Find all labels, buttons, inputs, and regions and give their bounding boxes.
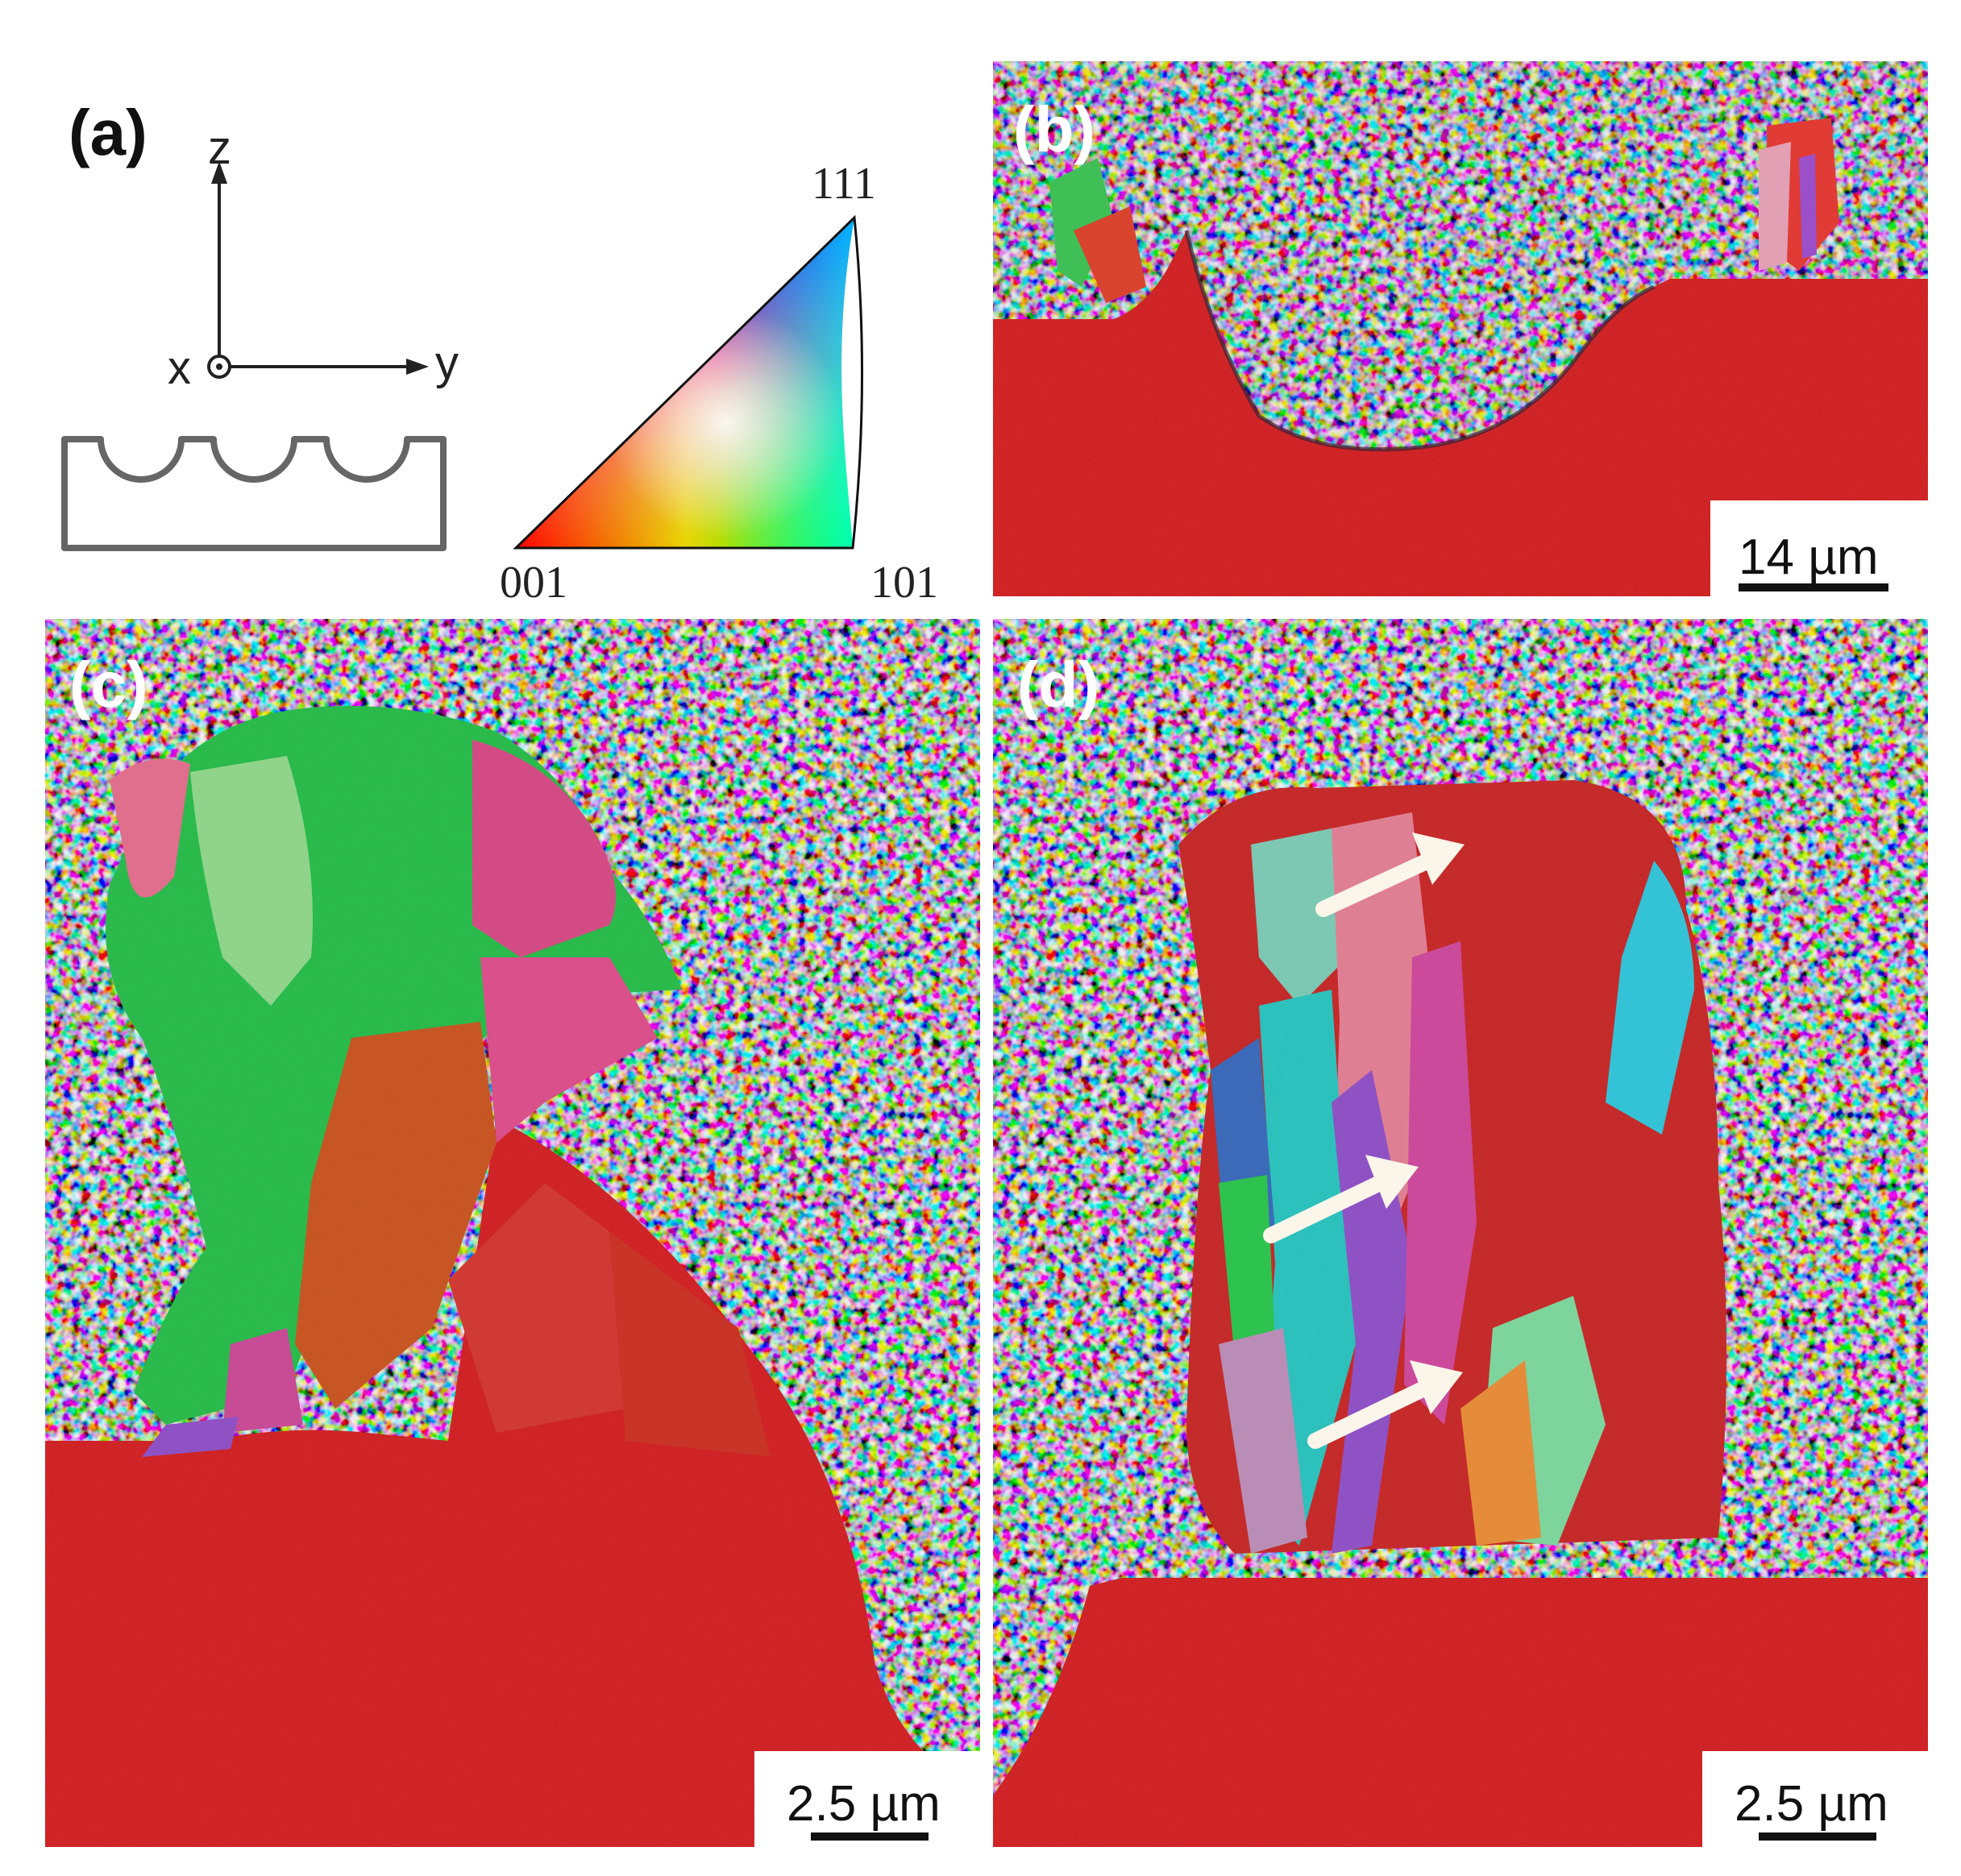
ebsd-map-b: [993, 61, 1928, 596]
panel-b-label: (b): [1013, 93, 1096, 165]
arrow-3: [1307, 1360, 1463, 1449]
panel-c-label: (c): [69, 649, 148, 720]
ebsd-map-c: [45, 619, 980, 1847]
z-axis-arrowhead: [211, 161, 227, 184]
y-axis-label: y: [435, 337, 459, 389]
scale-bar-d: [1759, 1832, 1876, 1841]
substrate-b: [993, 230, 1928, 596]
scale-bar-b: [1739, 583, 1888, 591]
ipf-label-101: 101: [870, 558, 938, 608]
scale-bar-box-d: [1702, 1751, 1928, 1847]
coordinate-system-diagram: [61, 161, 864, 551]
scale-bar-c: [811, 1832, 929, 1841]
substrate-d: [993, 1578, 1928, 1847]
substrate-c: [45, 1119, 980, 1847]
arrows-d: [1263, 832, 1465, 1449]
scale-bar-box-c: [754, 1751, 980, 1847]
panel-b: (b) 14 µm: [993, 61, 1928, 596]
panel-a-label: (a): [69, 97, 147, 168]
x-axis-label: x: [168, 342, 191, 394]
panel-c: (c) 2.5 µm: [45, 619, 980, 1847]
ipf-label-111: 111: [812, 159, 876, 209]
ebsd-map-d: [993, 619, 1928, 1847]
panel-d-label: (d): [1017, 649, 1100, 720]
ipf-label-001: 001: [500, 558, 567, 608]
specimen-profile: [61, 436, 447, 551]
scale-bar-label-d: 2.5 µm: [1735, 1776, 1888, 1832]
panel-a: (a) z x y 111 001 101: [32, 48, 967, 612]
z-axis-label: z: [208, 122, 231, 174]
scale-bar-box-b: [1710, 500, 1928, 596]
y-axis-arrowhead: [406, 359, 429, 375]
grain-orange-c: [295, 1022, 496, 1409]
scale-bar-label-c: 2.5 µm: [787, 1776, 941, 1832]
panel-d: (d) 2.5 µm: [993, 619, 1928, 1847]
ipf-color-key: [513, 214, 864, 550]
scale-bar-label-b: 14 µm: [1739, 529, 1879, 585]
arrow-1: [1315, 832, 1465, 917]
arrow-2: [1263, 1155, 1419, 1243]
